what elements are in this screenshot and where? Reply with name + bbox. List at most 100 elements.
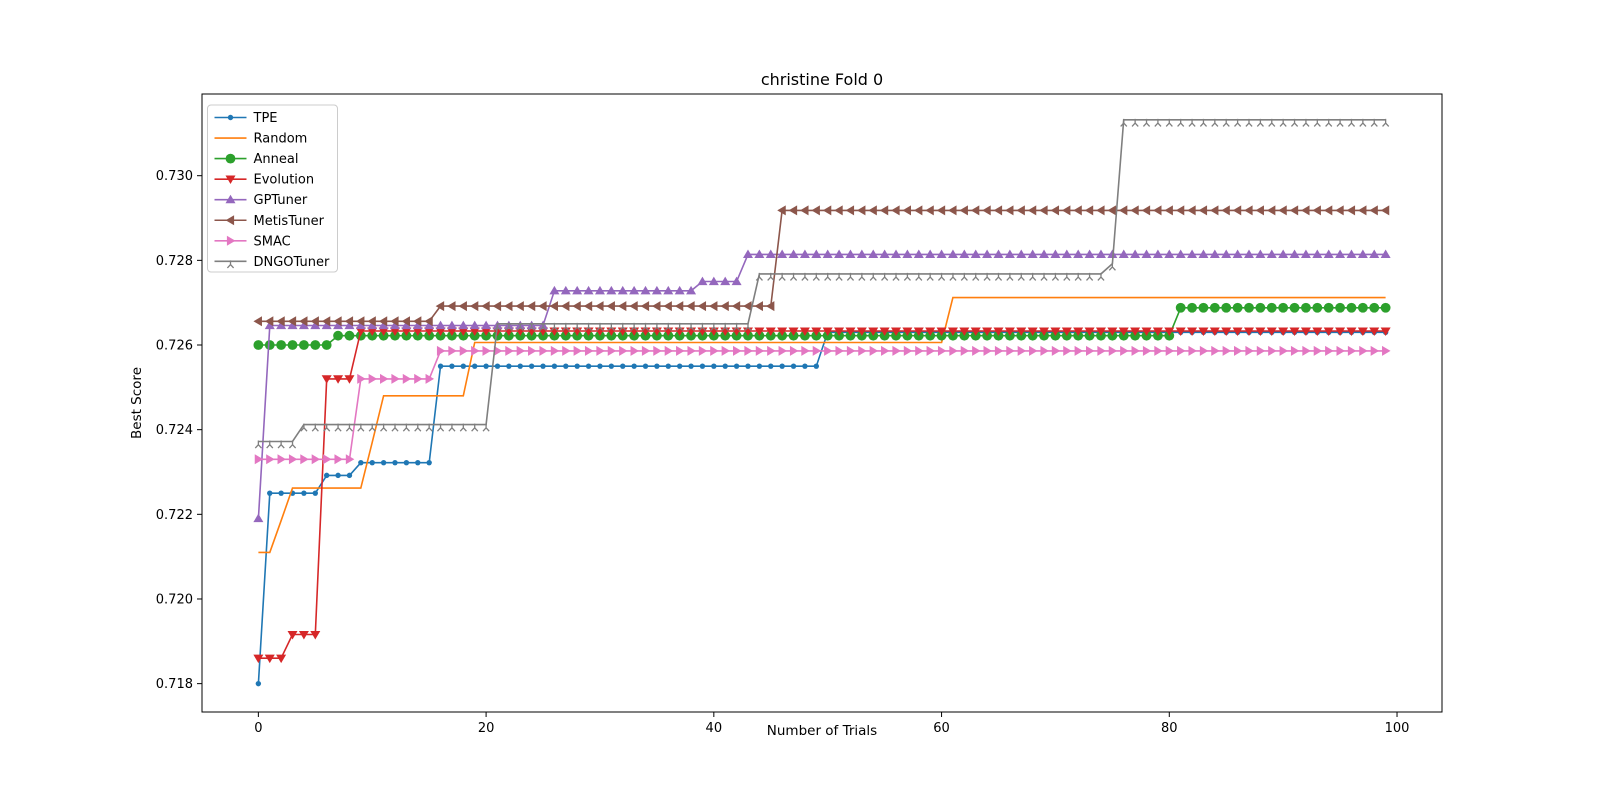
marker-triangle-left [936,205,946,216]
marker-tick-down [277,440,285,449]
marker-triangle-up [925,249,936,259]
marker-triangle-left [560,301,570,312]
marker-triangle-right [983,345,993,356]
marker-dot [312,490,318,496]
marker-triangle-right [345,454,355,465]
marker-triangle-down [777,327,788,336]
marker-triangle-up [993,249,1004,259]
marker-triangle-right [1097,345,1106,356]
marker-triangle-right [1290,345,1300,356]
marker-triangle-down [1346,327,1357,336]
marker-triangle-right [835,345,844,356]
marker-triangle-down [225,175,236,185]
marker-triangle-left [287,316,297,327]
marker-triangle-down [902,327,913,336]
marker-triangle-left [651,301,661,312]
marker-triangle-up [1061,249,1072,259]
marker-triangle-up [560,285,571,295]
marker-triangle-up [1289,249,1300,259]
marker-triangle-left [458,301,467,312]
marker-triangle-right [1188,345,1197,356]
marker-triangle-up [708,276,719,286]
marker-triangle-left [959,205,968,216]
marker-dot [227,114,234,121]
marker-circle [287,340,298,350]
marker-triangle-up [1016,249,1027,259]
legend-entry-MetisTuner: MetisTuner [214,214,325,229]
marker-tick-down [926,272,934,281]
marker-triangle-right [482,345,491,356]
marker-tick-down [1211,118,1219,127]
marker-tick-down [858,272,866,281]
marker-tick-down [710,322,718,331]
marker-triangle-up [891,249,902,259]
marker-tick-down [1051,272,1060,281]
marker-triangle-right [607,345,617,356]
marker-triangle-down [834,327,845,336]
marker-tick-down [676,322,684,331]
marker-dot [779,363,785,369]
marker-triangle-right [1313,345,1323,356]
marker-triangle-down [1278,327,1289,336]
marker-triangle-down [754,327,765,336]
marker-triangle-right [596,345,605,356]
marker-triangle-down [1255,327,1266,336]
marker-triangle-left [731,301,741,312]
marker-triangle-left [800,205,809,216]
marker-dot [654,363,660,369]
marker-triangle-right [676,345,685,356]
marker-triangle-left [412,316,422,327]
marker-dot [699,363,706,369]
x-tick-label: 100 [1385,721,1410,736]
marker-tick-down [414,423,422,432]
marker-tick-down [1313,118,1321,127]
marker-triangle-up [1357,249,1368,259]
marker-dot [392,459,398,466]
marker-tick-down [744,322,752,331]
marker-dot [267,490,273,496]
marker-triangle-right [1382,345,1391,356]
marker-triangle-down [390,327,401,336]
marker-triangle-up [1221,249,1232,259]
x-axis-label: Number of Trials [766,723,878,739]
marker-triangle-left [1175,205,1185,216]
marker-circle [1209,302,1220,313]
marker-tick-down [1234,118,1242,127]
marker-tick-down [1222,118,1230,127]
marker-triangle-left [663,301,672,312]
marker-triangle-up [344,320,355,330]
marker-triangle-up [1152,249,1163,259]
marker-triangle-down [321,375,332,384]
plot-border [201,93,1443,713]
marker-tick-down [226,260,235,269]
marker-triangle-up [629,285,640,295]
marker-dot [506,363,512,369]
marker-dot [676,363,683,369]
marker-tick-down [892,272,900,281]
marker-tick-down [994,272,1003,281]
marker-triangle-right [892,345,901,356]
marker-triangle-down [868,327,879,336]
marker-triangle-down [1335,327,1346,336]
marker-tick-down [824,272,832,281]
marker-triangle-up [1278,249,1289,259]
marker-triangle-right [471,345,480,356]
marker-triangle-left [743,301,752,312]
marker-triangle-right [869,345,879,356]
marker-circle [1369,302,1380,313]
marker-triangle-down [1004,327,1015,336]
marker-triangle-right [653,345,662,356]
marker-tick-down [801,272,809,281]
marker-tick-down [459,423,467,432]
marker-triangle-left [401,316,410,327]
marker-triangle-down [1107,327,1118,336]
marker-triangle-down [367,327,378,336]
marker-triangle-up [913,249,924,259]
marker-tick-down [698,322,707,331]
marker-triangle-left [492,301,502,312]
marker-triangle-up [799,249,810,259]
marker-triangle-up [754,249,765,259]
legend-label-Random: Random [254,132,308,147]
marker-triangle-down [1118,327,1129,336]
marker-triangle-down [253,654,264,664]
